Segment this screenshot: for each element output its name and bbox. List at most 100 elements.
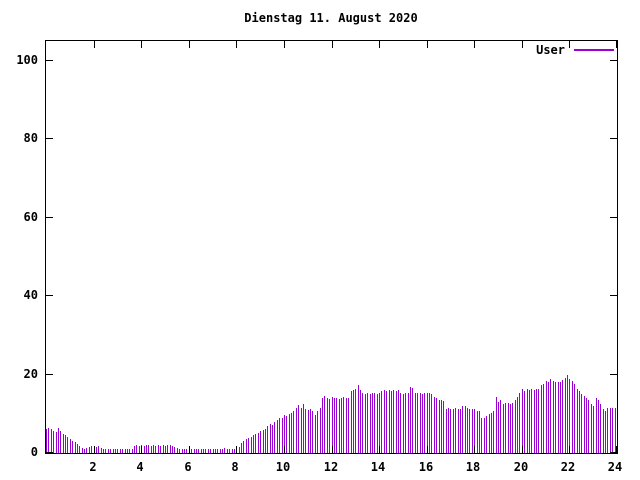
impulse-bar [160,446,161,453]
x-tick-label: 20 [513,460,529,474]
impulse-bar [84,449,85,453]
x-tick-mark [522,446,523,453]
impulse-bar [460,409,461,453]
chart-title: Dienstag 11. August 2020 [244,11,418,25]
impulse-bar [427,393,428,453]
impulse-bar [210,449,211,453]
impulse-bar [117,449,118,453]
impulse-bar [263,430,264,453]
impulse-bar [129,449,130,453]
impulse-bar [346,398,347,453]
impulse-bar [234,449,235,453]
legend-label: User [536,43,565,57]
impulse-bar [115,449,116,453]
impulse-bar [144,446,145,453]
impulse-bar [274,422,275,453]
impulse-bar [405,393,406,453]
impulse-bar [591,404,592,453]
impulse-bar [603,409,604,453]
impulse-bar [524,391,525,453]
impulse-bar [581,394,582,453]
impulse-bar [436,398,437,453]
impulse-bar [75,442,76,453]
impulse-bar [415,393,416,453]
impulse-bar [558,382,559,453]
impulse-bar [448,408,449,453]
impulse-bar [205,449,206,453]
x-tick-label: 8 [231,460,239,474]
impulse-bar [53,431,54,453]
impulse-bar [431,394,432,453]
impulse-bar [474,409,475,453]
impulse-bar [184,449,185,453]
x-tick-mark [427,41,428,48]
x-tick-mark [379,41,380,48]
impulse-bar [374,393,375,453]
impulse-bar [446,409,447,453]
impulse-bar [510,404,511,453]
x-tick-mark [522,41,523,48]
impulse-bar [120,449,121,453]
impulse-bar [450,409,451,453]
impulse-bar [393,390,394,453]
impulse-bar [367,393,368,453]
impulse-bar [379,393,380,453]
impulse-bar [310,409,311,453]
impulse-bar [522,389,523,453]
y-tick-label: 60 [23,210,38,224]
impulse-bar [101,448,102,453]
impulse-bar [358,385,359,453]
legend: User [536,42,614,58]
x-tick-mark [189,446,190,453]
impulse-bar [227,449,228,453]
impulse-bar [222,449,223,453]
impulse-bar [258,433,259,453]
impulse-bar [462,406,463,453]
impulse-bar [422,394,423,453]
y-tick-mark [610,295,617,296]
x-tick-mark [141,446,142,453]
x-tick-mark [189,41,190,48]
impulse-bar [469,409,470,453]
impulse-bar [265,429,266,453]
impulse-bar [360,390,361,453]
impulse-bar [322,398,323,453]
impulse-bar [329,399,330,453]
impulse-bar [429,393,430,453]
impulse-bar [489,414,490,453]
impulse-bar [424,393,425,453]
impulse-bar [134,446,135,453]
impulse-bar [615,408,616,453]
impulse-bar [496,397,497,453]
impulse-bar [515,400,516,453]
impulse-bar [308,410,309,453]
impulse-bar [353,390,354,453]
x-tick-mark [94,446,95,453]
x-tick-label: 16 [418,460,434,474]
impulse-bar [574,384,575,453]
impulse-bar [389,390,390,453]
impulse-bar [348,398,349,453]
impulse-bar [498,402,499,453]
impulse-bar [593,406,594,453]
x-tick-label: 18 [465,460,481,474]
impulse-bar [541,385,542,453]
x-tick-mark [332,446,333,453]
impulse-bar [517,397,518,453]
impulse-bar [560,382,561,453]
impulse-bar [208,449,209,453]
x-tick-label: 6 [184,460,192,474]
impulse-bar [538,389,539,453]
impulse-bar [220,449,221,453]
impulse-bar [315,415,316,453]
y-tick-mark [46,138,53,139]
impulse-bar [201,449,202,453]
impulse-bar [417,393,418,453]
impulse-bar [550,379,551,453]
impulse-bar [279,418,280,453]
x-tick-mark [474,41,475,48]
y-tick-mark [610,452,617,453]
impulse-bar [503,404,504,453]
impulse-bar [543,384,544,453]
y-tick-mark [46,217,53,218]
